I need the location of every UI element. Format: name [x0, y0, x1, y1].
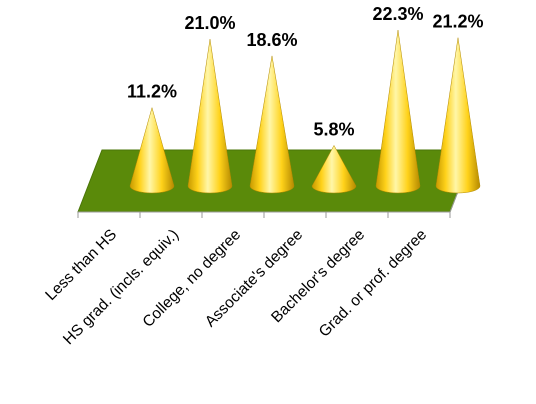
cone-bar [187, 39, 233, 194]
data-label: 21.2% [432, 12, 483, 32]
cone-bar [249, 55, 295, 194]
cone-body [129, 106, 175, 194]
data-label: 22.3% [372, 4, 423, 24]
cone-body [249, 55, 295, 194]
data-label: 11.2% [127, 82, 177, 102]
x-tick-label: Grad. or prof. degree [316, 226, 430, 340]
cone-bar [129, 106, 175, 194]
cone-bar [435, 37, 481, 194]
cone-body [187, 39, 233, 194]
cone-bar [375, 29, 421, 194]
cone-body [311, 144, 357, 194]
cone-body [435, 37, 481, 194]
x-tick-label: HS grad. (incls. equiv.) [60, 226, 182, 348]
data-label: 21.0% [184, 13, 235, 33]
cone-bar [311, 144, 357, 194]
data-label: 5.8% [313, 119, 354, 139]
cone-body [375, 29, 421, 194]
data-label: 18.6% [246, 30, 297, 50]
